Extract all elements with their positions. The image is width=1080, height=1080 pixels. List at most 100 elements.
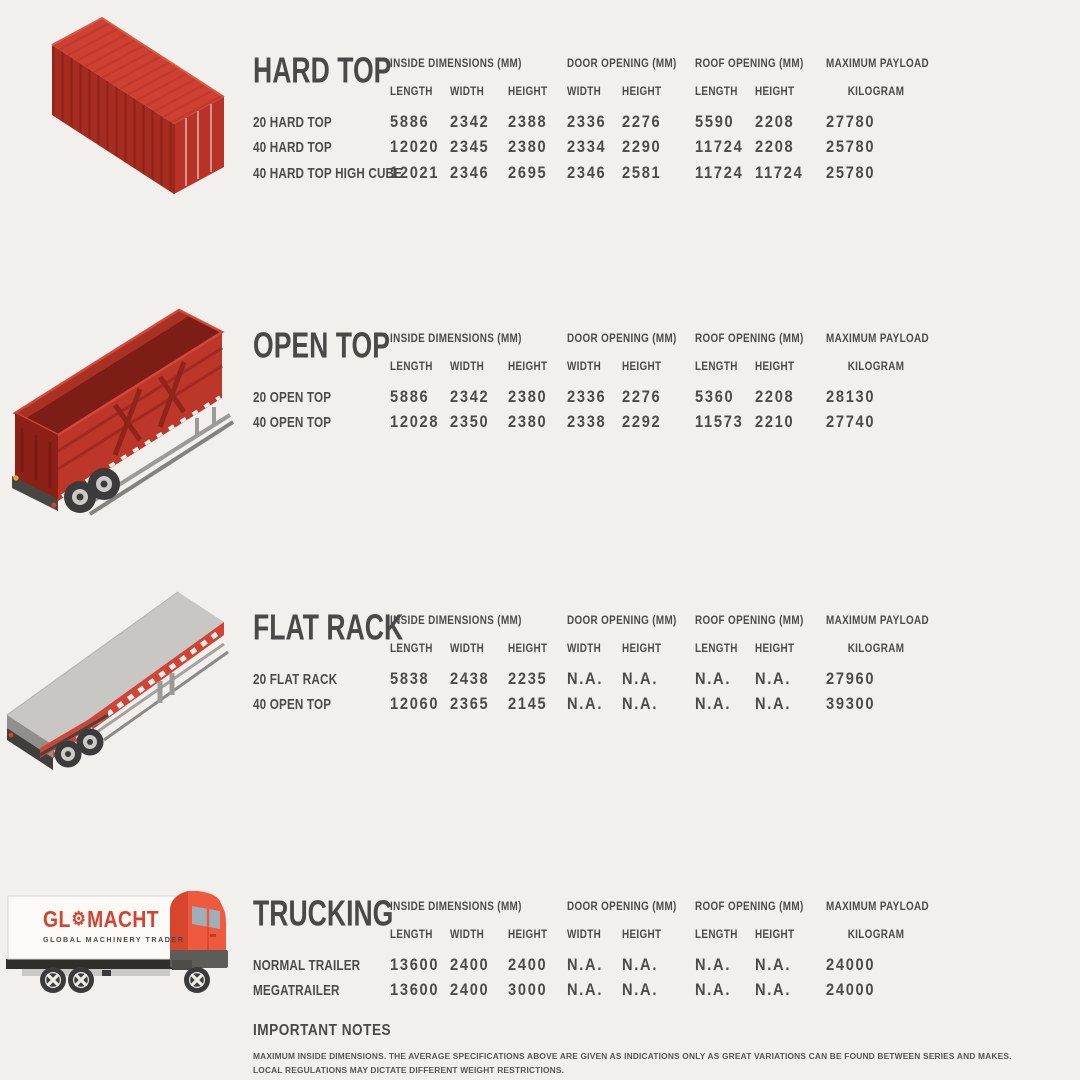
- box-truck-icon: [6, 891, 228, 993]
- subheader-height: HEIGHT: [508, 929, 548, 941]
- header-door-opening: DOOR OPENING (MM): [567, 615, 677, 627]
- section-flat-rack: FLAT RACK INSIDE DIMENSIONS (MM) DOOR OP…: [253, 608, 929, 719]
- row-label: 40 HARD TOP HIGH CUBE: [253, 164, 403, 182]
- subheader-height: HEIGHT: [755, 361, 795, 373]
- subheader-width: WIDTH: [450, 361, 485, 373]
- subheader-height: HEIGHT: [755, 643, 795, 655]
- header-spacer: [253, 901, 371, 929]
- cell-inside-length: 12060: [390, 694, 440, 714]
- header-spacer: [253, 615, 371, 643]
- subheader-height: HEIGHT: [622, 361, 662, 373]
- subheader-length: LENGTH: [390, 929, 433, 941]
- cell-door-width: N.A.: [567, 955, 604, 974]
- cell-door-height: 2290: [622, 137, 662, 157]
- subheader-height: HEIGHT: [755, 929, 795, 941]
- cell-roof-height: N.A.: [755, 669, 792, 688]
- cell-roof-length: N.A.: [695, 694, 732, 714]
- header-inside-dimensions: INSIDE DIMENSIONS (MM): [390, 58, 522, 70]
- subheader-length: LENGTH: [695, 929, 738, 941]
- cell-door-height: N.A.: [622, 955, 659, 974]
- subheader-height: HEIGHT: [622, 929, 662, 941]
- section-trucking: TRUCKING INSIDE DIMENSIONS (MM) DOOR OPE…: [253, 894, 929, 1005]
- cell-roof-height: 2210: [755, 412, 795, 432]
- glomacht-logo: GL ⚙ MACHT GLOBAL MACHINERY TRADER: [40, 906, 185, 944]
- subheader-width: WIDTH: [567, 86, 602, 98]
- cell-roof-length: 5590: [695, 112, 735, 131]
- subheader-width: WIDTH: [567, 643, 602, 655]
- header-roof-opening: ROOF OPENING (MM): [695, 615, 804, 627]
- cell-inside-length: 12028: [390, 412, 440, 432]
- header-spacer: [253, 929, 371, 954]
- box-truck-illustration: [2, 880, 247, 1015]
- cell-inside-height: 2695: [508, 162, 548, 182]
- header-max-payload: MAXIMUM PAYLOAD: [826, 58, 929, 70]
- cell-door-width: 2334: [567, 137, 607, 157]
- subheader-width: WIDTH: [567, 361, 602, 373]
- cell-roof-height: N.A.: [755, 694, 792, 714]
- subheader-length: LENGTH: [390, 643, 433, 655]
- brand-suffix: MACHT: [87, 906, 159, 932]
- spec-table: INSIDE DIMENSIONS (MM) DOOR OPENING (MM)…: [253, 901, 929, 1005]
- spec-table: INSIDE DIMENSIONS (MM) DOOR OPENING (MM)…: [253, 58, 929, 187]
- cell-door-width: 2336: [567, 112, 607, 131]
- subheader-length: LENGTH: [390, 361, 433, 373]
- spec-table: INSIDE DIMENSIONS (MM) DOOR OPENING (MM)…: [253, 333, 929, 437]
- subheader-width: WIDTH: [567, 929, 602, 941]
- section-open-top: OPEN TOP INSIDE DIMENSIONS (MM) DOOR OPE…: [253, 326, 929, 437]
- cell-door-width: 2336: [567, 387, 607, 406]
- subheader-width: WIDTH: [450, 929, 485, 941]
- cell-inside-length: 12020: [390, 137, 440, 157]
- subheader-kilogram: KILOGRAM: [847, 361, 905, 373]
- section-hard-top: HARD TOP INSIDE DIMENSIONS (MM) DOOR OPE…: [253, 51, 929, 187]
- cell-payload: 28130: [826, 387, 876, 406]
- header-roof-opening: ROOF OPENING (MM): [695, 58, 804, 70]
- cell-roof-height: N.A.: [755, 955, 792, 974]
- cell-inside-width: 2342: [450, 112, 490, 131]
- truck-wheel: [40, 967, 66, 993]
- subheader-length: LENGTH: [695, 643, 738, 655]
- header-door-opening: DOOR OPENING (MM): [567, 901, 677, 913]
- truck-wheel: [184, 967, 210, 993]
- header-roof-opening: ROOF OPENING (MM): [695, 333, 804, 345]
- cell-door-height: N.A.: [622, 980, 659, 1000]
- header-roof-opening: ROOF OPENING (MM): [695, 901, 804, 913]
- cell-payload: 27780: [826, 112, 876, 131]
- cell-payload: 24000: [826, 955, 876, 974]
- subheader-length: LENGTH: [695, 361, 738, 373]
- header-spacer: [253, 333, 371, 361]
- trailer-wheel: [76, 728, 104, 756]
- cell-payload: 25780: [826, 137, 876, 157]
- subheader-kilogram: KILOGRAM: [847, 86, 905, 98]
- cell-door-height: N.A.: [622, 694, 659, 714]
- spec-table: INSIDE DIMENSIONS (MM) DOOR OPENING (MM)…: [253, 615, 929, 719]
- cell-inside-length: 13600: [390, 980, 440, 1000]
- cell-inside-length: 12021: [390, 162, 440, 182]
- cell-inside-height: 2145: [508, 694, 548, 714]
- row-label: 20 FLAT RACK: [253, 671, 338, 688]
- header-spacer: [253, 86, 371, 111]
- cell-inside-width: 2400: [450, 980, 490, 1000]
- subheader-width: WIDTH: [450, 86, 485, 98]
- hard-top-container-illustration: [25, 5, 235, 200]
- brand-tagline: GLOBAL MACHINERY TRADER: [43, 935, 185, 944]
- notes-line: LOCAL REGULATIONS MAY DICTATE DIFFERENT …: [253, 1065, 565, 1075]
- cell-inside-height: 2380: [508, 137, 548, 157]
- header-door-opening: DOOR OPENING (MM): [567, 58, 677, 70]
- trailer-wheel: [54, 740, 82, 768]
- cell-inside-height: 2388: [508, 112, 548, 131]
- cell-door-width: 2338: [567, 412, 607, 432]
- trailer-wheel: [64, 481, 96, 513]
- open-top-trailer-illustration: [2, 300, 242, 535]
- cell-roof-length: 11724: [695, 162, 744, 182]
- header-spacer: [253, 58, 371, 86]
- brand-name: GL ⚙ MACHT: [43, 906, 159, 933]
- subheader-height: HEIGHT: [755, 86, 795, 98]
- cell-roof-height: N.A.: [755, 980, 792, 1000]
- row-label: MEGATRAILER: [253, 982, 340, 1000]
- cell-inside-height: 2235: [508, 669, 548, 688]
- subheader-height: HEIGHT: [622, 86, 662, 98]
- subheader-width: WIDTH: [450, 643, 485, 655]
- section-title: TRUCKING: [253, 894, 394, 934]
- cell-inside-height: 2400: [508, 955, 548, 974]
